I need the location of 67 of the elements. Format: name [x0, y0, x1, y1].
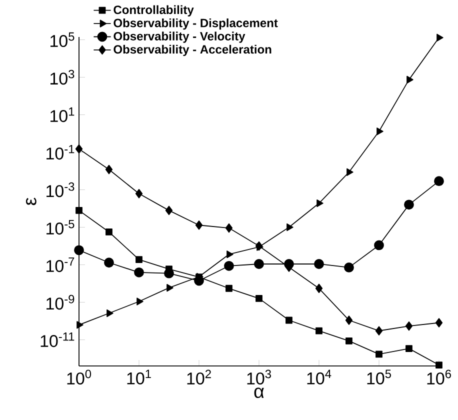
point — [316, 327, 322, 334]
point — [374, 240, 384, 250]
point — [286, 223, 294, 232]
point — [345, 316, 353, 325]
point — [106, 309, 114, 318]
x-axis-title: α — [254, 388, 264, 398]
point — [105, 164, 113, 174]
point — [195, 220, 203, 230]
point — [406, 76, 414, 84]
point — [194, 276, 204, 286]
x-tick-label: 10$^{4}$ — [307, 370, 332, 384]
point — [76, 321, 84, 329]
y-axis-title: ε — [26, 198, 36, 206]
point — [254, 259, 264, 269]
x-tick-label: 10$^{6}$ — [427, 370, 451, 385]
legend-label: Observability - Displacement — [114, 18, 278, 30]
point — [316, 199, 324, 208]
x-tick-label: 10$^{1}$ — [127, 370, 151, 384]
point — [136, 256, 142, 263]
point — [104, 258, 114, 268]
point — [286, 316, 292, 324]
point — [376, 128, 384, 136]
point — [75, 144, 83, 154]
point — [435, 318, 443, 328]
point — [74, 245, 84, 256]
point — [135, 189, 143, 198]
point — [256, 294, 262, 302]
point — [344, 262, 354, 272]
point — [76, 206, 82, 214]
point — [224, 260, 234, 271]
point — [375, 326, 383, 336]
y-tick-label: 10$^{-11}$ — [40, 332, 74, 348]
point — [165, 206, 173, 216]
point — [404, 200, 414, 210]
point — [314, 259, 324, 269]
point — [225, 223, 233, 233]
point — [346, 168, 354, 176]
point — [436, 34, 444, 42]
y-tick-label: 10$^{3}$ — [50, 70, 74, 85]
point — [226, 250, 234, 258]
x-tick-label: 10$^{3}$ — [247, 370, 271, 385]
point — [376, 350, 382, 358]
point — [106, 228, 112, 236]
y-tick-label: 10$^{-5}$ — [46, 220, 74, 235]
point — [164, 268, 174, 278]
y-tick-label: 10$^{1}$ — [50, 107, 74, 122]
x-tick-label: 10$^{0}$ — [67, 370, 92, 385]
point — [436, 362, 442, 368]
point — [226, 284, 232, 292]
point — [405, 321, 413, 331]
x-tick-label: 10$^{5}$ — [367, 370, 392, 384]
point — [406, 345, 412, 352]
y-tick-label: 10$^{-1}$ — [46, 144, 74, 160]
y-tick-label: 10$^{-9}$ — [46, 294, 74, 310]
point — [434, 176, 444, 186]
point — [134, 267, 144, 278]
y-tick-label: 10$^{-3}$ — [46, 182, 74, 198]
y-tick-label: 10$^{-7}$ — [46, 257, 74, 272]
x-tick-label: 10$^{2}$ — [187, 370, 211, 385]
legend-label: Controllability — [114, 5, 194, 16]
y-tick-label: 10$^{5}$ — [50, 32, 74, 48]
legend-label: Observability - Velocity — [114, 32, 246, 43]
point — [346, 337, 352, 344]
point — [166, 284, 174, 292]
point — [315, 284, 323, 294]
point — [136, 298, 144, 306]
legend-label: Observability - Acceleration — [114, 44, 272, 56]
